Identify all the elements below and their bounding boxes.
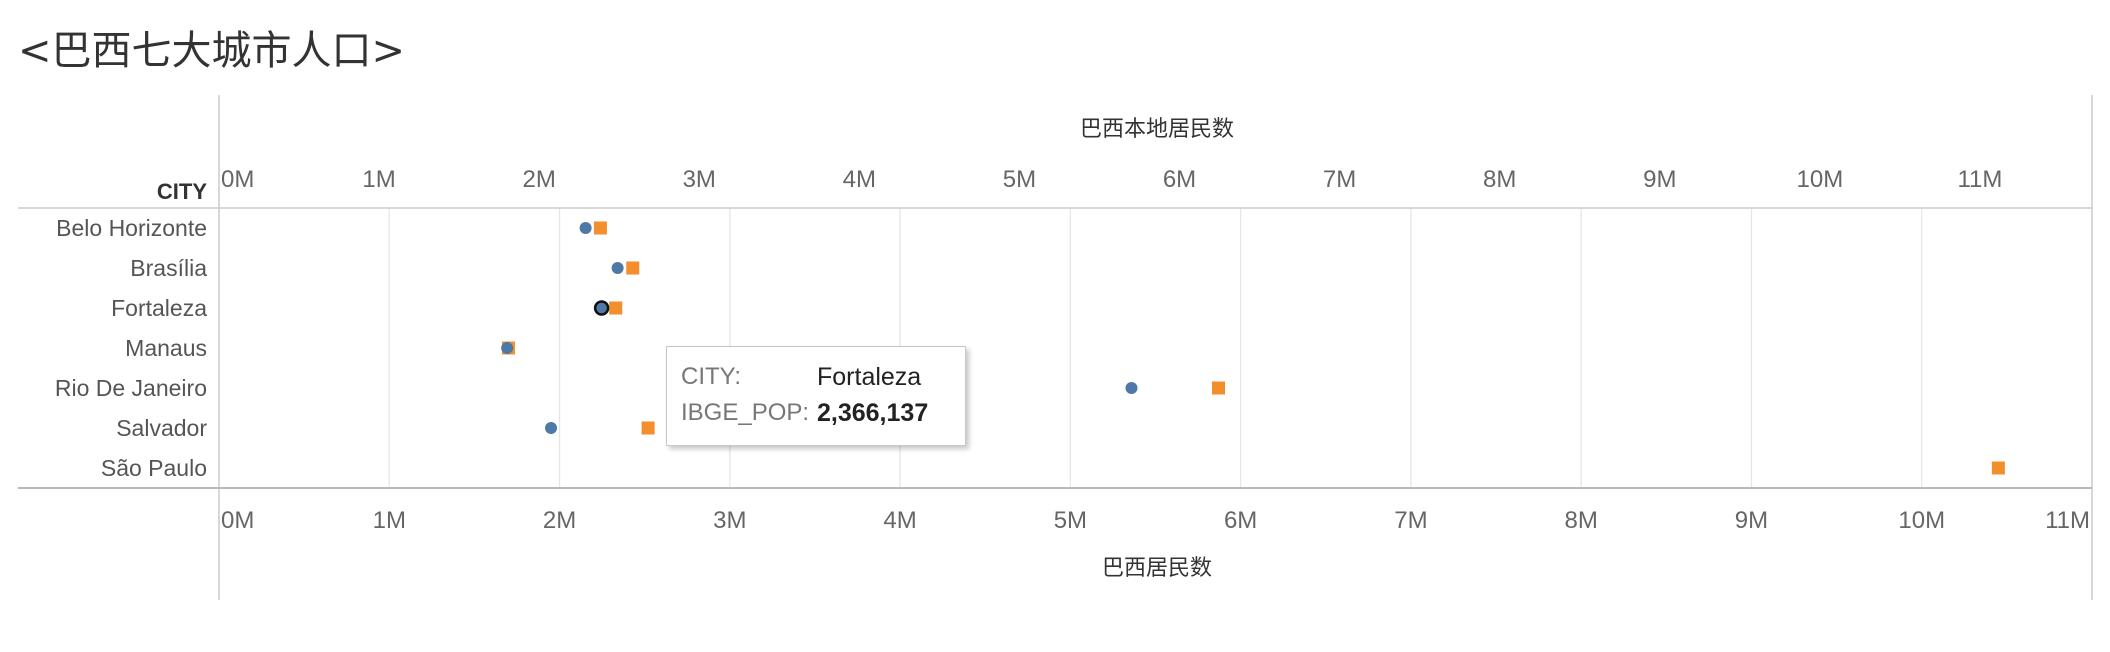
square-mark [641, 421, 655, 435]
top-tick-label: 5M [1003, 166, 1036, 193]
top-tick-label: 11M [1957, 166, 2002, 193]
bottom-axis-ticks: 0M 1M 2M 3M 4M 5M 6M 7M 8M 9M 10M 11M [221, 507, 2090, 534]
bottom-tick-label: 5M [1054, 507, 1087, 534]
row-label: Salvador [116, 415, 207, 441]
bottom-tick-label: 9M [1735, 507, 1768, 534]
tooltip-value-pop: 2,366,137 [817, 399, 929, 427]
row-labels: Belo Horizonte Brasília Fortaleza Manaus Rio… [55, 215, 207, 481]
bottom-tick-label: 8M [1565, 507, 1598, 534]
bottom-tick-label: 0M [221, 507, 254, 534]
bottom-tick-label: 7M [1394, 507, 1427, 534]
bottom-tick-label: 11M [2045, 507, 2090, 534]
circle-mark [611, 262, 624, 274]
circle-mark [545, 422, 558, 434]
top-tick-label: 4M [843, 166, 876, 193]
bottom-tick-label: 2M [543, 507, 576, 534]
row-label: Fortaleza [111, 295, 207, 321]
row-label: Belo Horizonte [56, 215, 207, 241]
top-tick-label: 9M [1643, 166, 1676, 193]
tooltip-row-pop: IBGE_POP: 2,366,137 [681, 399, 955, 431]
top-tick-label: 8M [1483, 166, 1516, 193]
row-label: Brasília [130, 255, 207, 281]
square-mark [1991, 461, 2005, 475]
top-tick-label: 10M [1797, 166, 1844, 193]
circle-mark [579, 222, 592, 234]
bottom-tick-label: 4M [883, 507, 916, 534]
square-mark [626, 261, 640, 275]
row-label: São Paulo [101, 455, 207, 481]
top-tick-label: 6M [1163, 166, 1196, 193]
circle-mark [501, 342, 514, 354]
top-tick-label: 1M [362, 166, 395, 193]
top-axis-title: 巴西本地居民数 [1080, 117, 1234, 142]
grid-lines [388, 208, 2093, 488]
tooltip-value-city: Fortaleza [817, 363, 922, 391]
top-tick-label: 3M [683, 166, 716, 193]
circle-mark [1125, 382, 1138, 394]
data-marks [501, 221, 2005, 475]
tooltip-key-city: CITY: [681, 363, 742, 390]
row-header-city: CITY [157, 179, 207, 204]
top-tick-label: 0M [221, 166, 254, 193]
bottom-tick-label: 10M [1898, 507, 1945, 534]
chart-frame [18, 95, 2093, 600]
top-axis-ticks: 0M 1M 2M 3M 4M 5M 6M 7M 8M 9M 10M 11M [221, 166, 2002, 193]
highlighted-circle-mark [593, 300, 610, 316]
bottom-tick-label: 1M [373, 507, 406, 534]
tooltip: CITY: Fortaleza IBGE_POP: 2,366,137 [666, 346, 966, 446]
square-mark [609, 301, 623, 315]
tooltip-row-city: CITY: Fortaleza [681, 363, 955, 395]
bottom-axis-title: 巴西居民数 [1102, 556, 1212, 581]
row-label: Rio De Janeiro [55, 375, 207, 401]
row-label: Manaus [125, 335, 207, 361]
square-mark [593, 221, 607, 235]
top-tick-label: 2M [522, 166, 555, 193]
square-mark [1212, 381, 1226, 395]
bottom-tick-label: 6M [1224, 507, 1257, 534]
top-tick-label: 7M [1323, 166, 1356, 193]
tooltip-key-pop: IBGE_POP: [681, 399, 810, 426]
page-title: <巴西七大城市人口> [18, 28, 406, 74]
bottom-tick-label: 3M [713, 507, 746, 534]
